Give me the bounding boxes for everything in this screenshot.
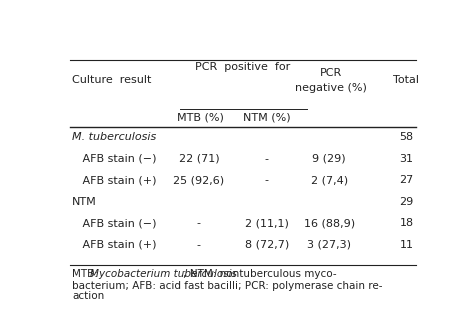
Text: 22 (71): 22 (71) [179,154,219,164]
Text: Culture  result: Culture result [72,75,152,85]
Text: 11: 11 [400,240,413,250]
Text: 8 (72,7): 8 (72,7) [245,240,289,250]
Text: NTM (%): NTM (%) [243,113,291,123]
Text: PCR  positive  for: PCR positive for [195,62,291,73]
Text: action: action [72,291,104,301]
Text: AFB stain (−): AFB stain (−) [72,154,156,164]
Text: 18: 18 [399,218,413,228]
Text: MTB (%): MTB (%) [177,113,224,123]
Text: 3 (27,3): 3 (27,3) [307,240,351,250]
Text: 2 (11,1): 2 (11,1) [245,218,289,228]
Text: negative (%): negative (%) [295,83,367,93]
Text: 25 (92,6): 25 (92,6) [173,175,224,185]
Text: -: - [197,218,201,228]
Text: AFB stain (+): AFB stain (+) [72,175,156,185]
Text: -: - [197,240,201,250]
Text: Total: Total [393,75,419,85]
Text: MTB:: MTB: [72,269,101,279]
Text: bacterium; AFB: acid fast bacilli; PCR: polymerase chain re-: bacterium; AFB: acid fast bacilli; PCR: … [72,281,383,291]
Text: ; NTM: nontuberculous myco-: ; NTM: nontuberculous myco- [183,269,337,279]
Text: 2 (7,4): 2 (7,4) [310,175,348,185]
Text: -: - [265,175,269,185]
Text: Mycobacterium tuberculosis: Mycobacterium tuberculosis [90,269,237,279]
Text: AFB stain (+): AFB stain (+) [72,240,156,250]
Text: PCR: PCR [320,68,342,78]
Text: 29: 29 [399,197,413,207]
Text: M. tuberculosis: M. tuberculosis [72,132,156,142]
Text: NTM: NTM [72,197,97,207]
Text: 58: 58 [399,132,413,142]
Text: AFB stain (−): AFB stain (−) [72,218,156,228]
Text: 9 (29): 9 (29) [312,154,346,164]
Text: 27: 27 [399,175,413,185]
Text: 31: 31 [400,154,413,164]
Text: 16 (88,9): 16 (88,9) [304,218,355,228]
Text: -: - [265,154,269,164]
